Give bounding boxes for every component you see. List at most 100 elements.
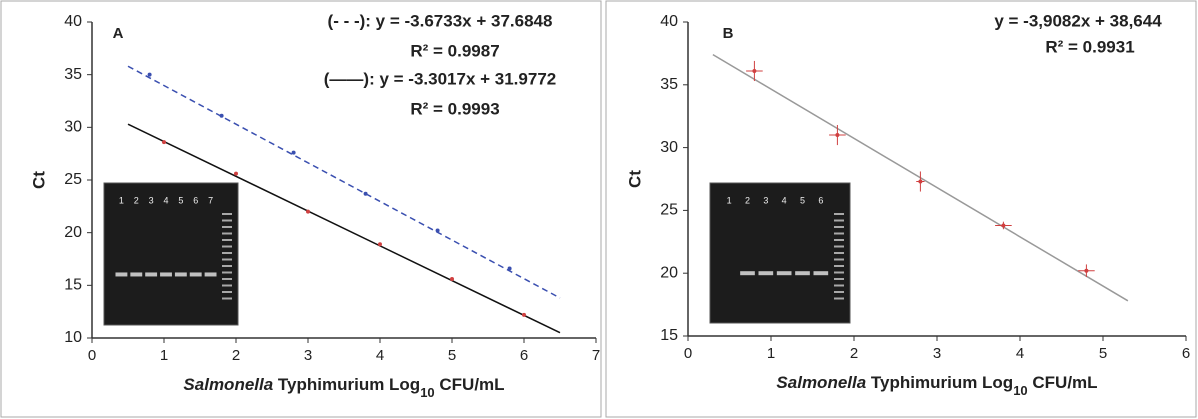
data-point (507, 266, 512, 271)
annotation: (——): y = -3.3017x + 31.9772 (324, 69, 556, 88)
gel-band (189, 272, 202, 277)
data-point (918, 179, 923, 184)
gel-band (160, 272, 172, 277)
gel-ladder-band (834, 284, 844, 287)
data-point (162, 140, 166, 145)
gel-ladder-band (834, 226, 844, 228)
gel-ladder-band (834, 245, 844, 248)
x-tick-label: 1 (160, 347, 168, 364)
gel-ladder-band (222, 219, 232, 222)
gel-ladder-band (834, 232, 844, 235)
gel-ladder-band (834, 271, 844, 274)
gel-ladder-band (222, 232, 232, 235)
data-point (363, 191, 368, 196)
gel-lane-label: 6 (193, 195, 198, 205)
gel-band (740, 271, 755, 276)
panel-label: B (723, 25, 734, 42)
y-tick-label: 40 (64, 13, 82, 30)
y-tick-label: 10 (64, 329, 82, 346)
gel-ladder-band (834, 239, 844, 241)
gel-ladder-band (222, 252, 232, 254)
annotation: R² = 0.9993 (410, 99, 499, 118)
x-tick-label: 1 (767, 345, 775, 362)
x-axis-label: Salmonella Typhimurium Log10 CFU/mL (183, 375, 504, 399)
data-point (291, 150, 296, 155)
x-axis-label-part: 10 (420, 385, 434, 400)
gel-inset (709, 182, 851, 324)
gel-lane-label: 1 (727, 195, 732, 205)
gel-ladder-band (222, 265, 232, 267)
annotation: R² = 0.9931 (1045, 37, 1134, 56)
data-point (234, 171, 238, 176)
gel-ladder-band (222, 258, 232, 261)
gel-ladder-band (834, 219, 844, 222)
y-tick-label: 30 (660, 139, 678, 156)
gel-ladder-band (222, 245, 232, 248)
data-point (1084, 268, 1089, 273)
gel-lane-label: 7 (208, 195, 213, 205)
panel-frame (0, 0, 602, 418)
gel-ladder-band (222, 226, 232, 228)
x-tick-label: 3 (304, 347, 312, 364)
x-tick-label: 0 (684, 345, 692, 362)
y-axis-label: Ct (29, 171, 48, 189)
annotation: R² = 0.9987 (410, 41, 499, 60)
gel-band (813, 271, 829, 276)
gel-lane-label: 5 (178, 195, 183, 205)
gel-band (204, 272, 217, 277)
data-point (1001, 223, 1006, 228)
y-tick-label: 40 (660, 13, 678, 30)
gel-band (130, 272, 143, 277)
gel-ladder-band (834, 278, 844, 280)
gel-lane-label: 3 (763, 195, 768, 205)
x-tick-label: 6 (520, 347, 528, 364)
data-point (306, 209, 310, 214)
gel-ladder-band (834, 297, 844, 300)
gel-lane-label: 2 (134, 195, 139, 205)
annotation: y = -3,9082x + 38,644 (994, 11, 1162, 30)
data-point (752, 68, 757, 73)
gel-ladder-band (834, 265, 844, 267)
gel-lane-label: 3 (149, 195, 154, 205)
x-axis-label-part: Typhimurium Log (866, 373, 1013, 392)
gel-ladder-band (222, 297, 232, 300)
x-axis-label-part: Salmonella (776, 373, 866, 392)
x-axis-label: Salmonella Typhimurium Log10 CFU/mL (776, 373, 1097, 397)
data-point (147, 72, 152, 77)
gel-band (776, 271, 792, 276)
y-tick-label: 20 (660, 264, 678, 281)
gel-ladder-band (222, 291, 232, 293)
x-tick-label: 5 (448, 347, 456, 364)
gel-ladder-band (222, 213, 232, 215)
annotation: (- - -): y = -3.6733x + 37.6848 (328, 11, 553, 30)
x-tick-label: 7 (592, 347, 600, 364)
x-tick-label: 2 (232, 347, 240, 364)
data-point (378, 242, 382, 247)
x-axis-label-part: 10 (1013, 383, 1027, 398)
gel-ladder-band (222, 271, 232, 274)
gel-band (145, 272, 158, 277)
gel-band (115, 272, 128, 277)
x-tick-label: 5 (1099, 345, 1107, 362)
x-tick-label: 4 (1016, 345, 1024, 362)
gel-inset (103, 182, 239, 326)
gel-band (795, 271, 810, 276)
data-point (522, 312, 526, 317)
panel-frame (605, 0, 1197, 418)
gel-ladder-band (834, 213, 844, 215)
gel-lane-label: 4 (782, 195, 787, 205)
x-tick-label: 2 (850, 345, 858, 362)
gel-lane-label: 2 (745, 195, 750, 205)
data-point (835, 133, 840, 138)
fit-line (127, 123, 561, 334)
gel-lane-label: 4 (163, 195, 168, 205)
gel-lane-label: 1 (119, 195, 124, 205)
data-point (219, 113, 224, 118)
gel-band (174, 272, 187, 277)
gel-ladder-band (834, 252, 844, 254)
gel-ladder-band (222, 278, 232, 280)
y-tick-label: 25 (64, 171, 82, 188)
x-axis-label-part: CFU/mL (435, 375, 505, 394)
x-tick-label: 4 (376, 347, 384, 364)
